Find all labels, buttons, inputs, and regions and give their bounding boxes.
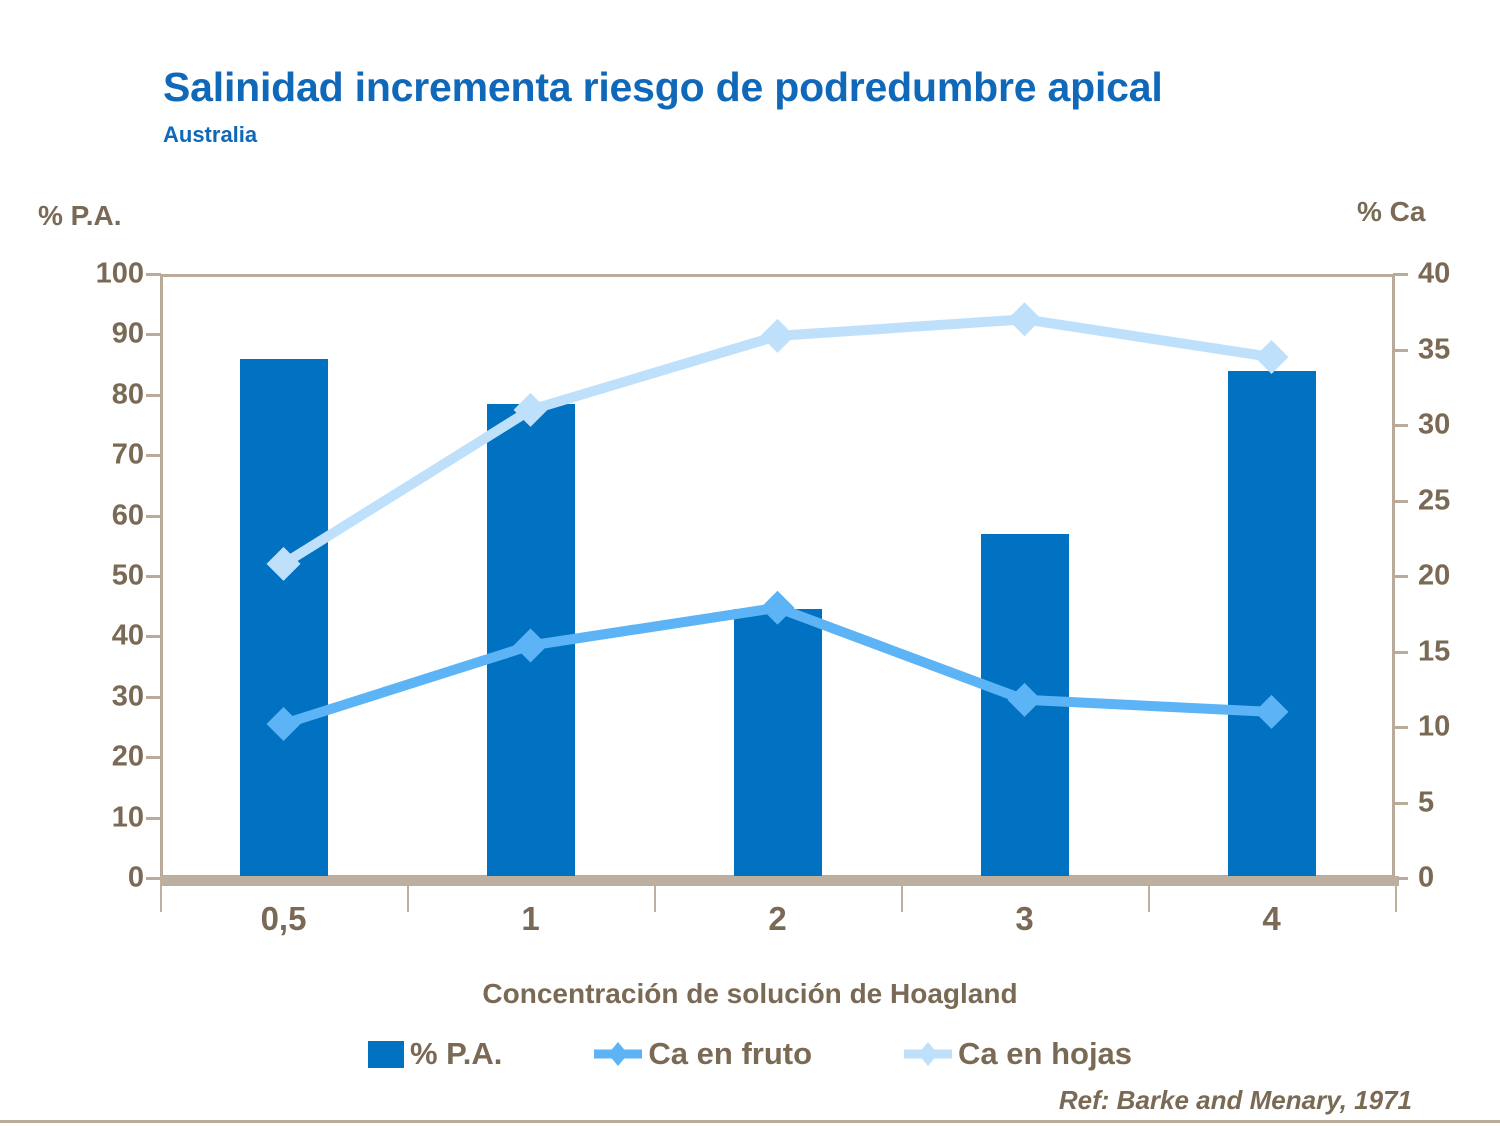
y-axis-tick-mark-left xyxy=(146,816,161,820)
y-axis-tick-mark-left xyxy=(146,514,161,518)
y-axis-tick-mark-right xyxy=(1393,575,1408,578)
y-axis-tick-mark-right xyxy=(1393,726,1408,729)
legend-item-ca-hojas[interactable]: Ca en hojas xyxy=(904,1036,1132,1072)
x-axis-tick-separator xyxy=(160,886,162,912)
y-axis-tick-label-left: 50 xyxy=(111,559,144,592)
y-axis-tick-mark-left xyxy=(146,877,161,880)
x-axis-tick-separator xyxy=(654,886,656,912)
x-axis-tick-label: 2 xyxy=(768,900,787,937)
reference-note: Ref: Barke and Menary, 1971 xyxy=(1058,1085,1412,1115)
y-axis-tick-mark-right xyxy=(1393,650,1408,654)
x-axis-tick-separator xyxy=(407,886,409,912)
y-axis-tick-mark-left xyxy=(146,273,161,276)
square-swatch-icon xyxy=(367,1040,404,1068)
legend-item-label: Ca en fruto xyxy=(648,1036,813,1071)
y-axis-tick-mark-left xyxy=(146,575,161,578)
y-axis-tick-label-right: 5 xyxy=(1418,786,1435,818)
page-title: Salinidad incrementa riesgo de podredumb… xyxy=(163,64,1163,110)
diamond-line-swatch-icon xyxy=(594,1040,643,1068)
y-axis-tick-mark-right xyxy=(1393,273,1408,276)
bar-1[interactable] xyxy=(486,403,575,878)
y-axis-tick-mark-left xyxy=(146,393,161,397)
legend-item-bar[interactable]: % P.A. xyxy=(367,1036,503,1072)
bar-3[interactable] xyxy=(980,533,1069,878)
legend-item-label: % P.A. xyxy=(409,1036,503,1071)
x-axis-title: Concentración de solución de Hoagland xyxy=(482,978,1018,1009)
y-axis-tick-label-left: 40 xyxy=(111,619,144,652)
y-axis-tick-mark-left xyxy=(146,333,161,337)
x-axis-tick-separator xyxy=(1395,886,1397,912)
y-axis-tick-label-right: 20 xyxy=(1418,559,1451,592)
x-axis-tick-label: 4 xyxy=(1262,900,1281,937)
y-axis-tick-label-right: 0 xyxy=(1418,861,1435,894)
bar-2[interactable] xyxy=(733,609,822,878)
y-axis-tick-mark-right xyxy=(1393,801,1408,805)
bar-4[interactable] xyxy=(1227,370,1316,878)
chart-legend: % P.A. Ca en fruto Ca en hojas xyxy=(0,1036,1500,1072)
y-axis-tick-mark-left xyxy=(146,635,161,639)
y-axis-tick-label-left: 30 xyxy=(111,680,144,713)
y-axis-tick-label-left: 10 xyxy=(111,801,144,834)
diamond-line-swatch-icon xyxy=(904,1040,953,1068)
x-axis-tick-separator xyxy=(901,886,903,912)
y-axis-tick-label-right: 40 xyxy=(1418,257,1451,290)
legend-item-label: Ca en hojas xyxy=(958,1036,1133,1071)
y-axis-tick-label-left: 20 xyxy=(111,740,144,773)
y-axis-tick-label-right: 25 xyxy=(1418,484,1451,516)
y-axis-tick-mark-left xyxy=(146,454,161,458)
bottom-divider xyxy=(0,1120,1500,1123)
y-axis-tick-label-left: 90 xyxy=(111,317,144,350)
y-axis-tick-label-right: 10 xyxy=(1418,710,1451,743)
y-axis-tick-mark-right xyxy=(1393,877,1408,880)
y-axis-tick-label-right: 15 xyxy=(1418,635,1451,667)
legend-item-ca-fruto[interactable]: Ca en fruto xyxy=(594,1036,812,1072)
y-axis-tick-label-right: 35 xyxy=(1418,333,1451,365)
x-axis-band xyxy=(160,876,1399,886)
y-axis-tick-mark-right xyxy=(1393,348,1408,352)
x-axis-tick-separator xyxy=(1148,886,1150,912)
y-axis-tick-mark-right xyxy=(1393,499,1408,503)
y-axis-tick-label-left: 80 xyxy=(111,378,144,411)
y-axis-tick-mark-left xyxy=(146,695,161,699)
y-axis-tick-label-left: 60 xyxy=(111,499,144,532)
left-axis-title: % P.A. xyxy=(38,200,122,231)
y-axis-tick-mark-right xyxy=(1393,424,1408,427)
page-subtitle: Australia xyxy=(163,122,258,147)
y-axis-tick-label-left: 100 xyxy=(95,257,144,290)
x-axis-tick-label: 0,5 xyxy=(260,900,307,937)
y-axis-tick-label-left: 0 xyxy=(127,861,144,894)
y-axis-tick-label-right: 30 xyxy=(1418,408,1451,441)
y-axis-tick-label-left: 70 xyxy=(111,438,144,471)
y-axis-tick-mark-left xyxy=(146,756,161,760)
right-axis-title: % Ca xyxy=(1357,196,1426,227)
x-axis-tick-label: 1 xyxy=(521,900,540,937)
bar-0-5[interactable] xyxy=(239,358,328,878)
x-axis-tick-label: 3 xyxy=(1015,900,1034,937)
